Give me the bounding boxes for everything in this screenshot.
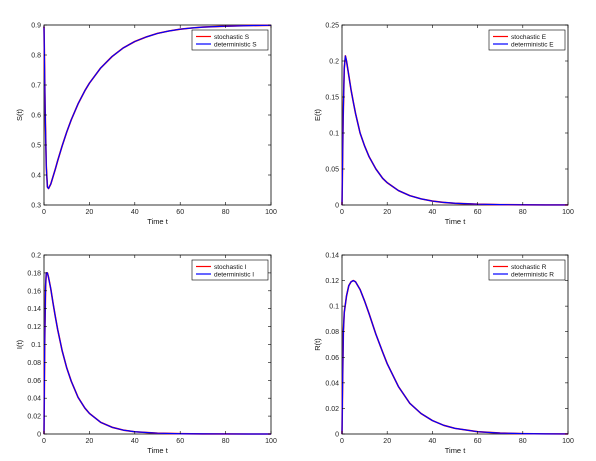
legend-box (488, 29, 566, 51)
y-tick-label: 0 (37, 432, 41, 439)
legend-entry: stochastic R (511, 264, 547, 271)
axes-box (341, 24, 569, 206)
y-axis-label: E(t) (313, 108, 322, 121)
y-tick-label: 0.05 (325, 167, 339, 174)
x-tick-label: 0 (42, 438, 46, 445)
y-tick-label: 0.12 (27, 324, 41, 331)
y-tick-label: 0.3 (31, 203, 41, 210)
x-tick-label: 80 (519, 438, 527, 445)
x-axis-label: Time t (147, 446, 168, 455)
x-tick-label: 0 (340, 438, 344, 445)
series-line-deterministic-s (43, 24, 272, 190)
legend-box (191, 259, 269, 281)
x-axis-label: Time t (445, 446, 466, 455)
x-tick-label: 60 (474, 209, 482, 216)
x-tick-label: 20 (86, 438, 94, 445)
x-tick-label: 60 (176, 438, 184, 445)
series-line-deterministic-i (43, 272, 272, 435)
x-tick-label: 40 (131, 209, 139, 216)
y-tick-label: 0 (335, 203, 339, 210)
x-tick-label: 20 (383, 438, 391, 445)
subplot-e: 0 20 40 60 80 100 0 0.05 0.1 0.15 0.2 0.25 Time t E(t… (313, 23, 574, 227)
y-tick-label: 0.1 (329, 304, 339, 311)
legend-box (191, 29, 269, 51)
x-tick-label: 60 (176, 209, 184, 216)
axes-box (43, 24, 272, 206)
y-tick-label: 0 (335, 432, 339, 439)
legend-entry: stochastic E (511, 34, 547, 41)
y-tick-label: 0.06 (325, 355, 339, 362)
y-tick-label: 0.1 (31, 342, 41, 349)
y-tick-label: 0.7 (31, 83, 41, 90)
y-axis-label: S(t) (15, 108, 24, 121)
series-line-deterministic-r (341, 279, 569, 435)
y-tick-label: 0.08 (27, 360, 41, 367)
legend-entry: deterministic E (511, 41, 554, 48)
y-tick-label: 0.08 (325, 329, 339, 336)
y-tick-label: 0.25 (325, 23, 339, 30)
y-tick-label: 0.16 (27, 288, 41, 295)
y-tick-label: 0.06 (27, 378, 41, 385)
y-tick-label: 0.04 (325, 380, 339, 387)
legend-entry: deterministic I (214, 271, 254, 278)
y-tick-label: 0.02 (325, 406, 339, 413)
x-tick-label: 40 (429, 438, 437, 445)
y-tick-label: 0.15 (325, 95, 339, 102)
subplot-s: 0 20 40 60 80 100 0.3 0.4 0.5 0.6 0.7 0.8 0.9 Time t S… (15, 23, 277, 227)
legend-entry: stochastic I (214, 264, 247, 271)
x-tick-label: 20 (383, 209, 391, 216)
legend-entry: deterministic R (511, 271, 554, 278)
y-tick-label: 0.9 (31, 23, 41, 30)
subplot-r: 0 20 40 60 80 100 0 0.02 0.04 0.06 0.08 0.1 0.12 0.14… (313, 253, 574, 456)
x-axis-label: Time t (445, 217, 466, 226)
y-axis-label: R(t) (313, 338, 322, 351)
x-tick-label: 80 (222, 438, 230, 445)
axes-box (43, 254, 272, 435)
x-tick-label: 80 (222, 209, 230, 216)
x-axis-label: Time t (147, 217, 168, 226)
x-tick-label: 100 (265, 438, 277, 445)
y-tick-label: 0.14 (27, 306, 41, 313)
y-tick-label: 0.4 (31, 173, 41, 180)
legend-box (488, 259, 566, 281)
x-tick-label: 40 (429, 209, 437, 216)
y-tick-label: 0.12 (325, 278, 339, 285)
legend-entry: stochastic S (214, 34, 250, 41)
legend-entry: deterministic S (214, 41, 257, 48)
y-tick-label: 0.18 (27, 270, 41, 277)
axes-box (341, 254, 569, 435)
x-tick-label: 100 (562, 438, 574, 445)
y-tick-label: 0.04 (27, 396, 41, 403)
x-tick-label: 80 (519, 209, 527, 216)
x-tick-label: 100 (265, 209, 277, 216)
x-tick-label: 100 (562, 209, 574, 216)
x-tick-label: 0 (42, 209, 46, 216)
y-tick-label: 0.14 (325, 253, 339, 260)
series-line-deterministic-e (341, 55, 569, 206)
y-tick-label: 0.5 (31, 143, 41, 150)
y-tick-label: 0.2 (329, 59, 339, 66)
y-tick-label: 0.1 (329, 131, 339, 138)
y-tick-label: 0.02 (27, 414, 41, 421)
x-tick-label: 20 (86, 209, 94, 216)
x-tick-label: 0 (340, 209, 344, 216)
subplot-i: 0 20 40 60 80 100 0 0.02 0.04 0.06 0.08 0.1 0.12 0.14… (15, 253, 277, 456)
y-tick-label: 0.6 (31, 113, 41, 120)
y-tick-label: 0.2 (31, 253, 41, 260)
x-tick-label: 60 (474, 438, 482, 445)
y-tick-label: 0.8 (31, 53, 41, 60)
x-tick-label: 40 (131, 438, 139, 445)
y-axis-label: I(t) (15, 339, 24, 349)
